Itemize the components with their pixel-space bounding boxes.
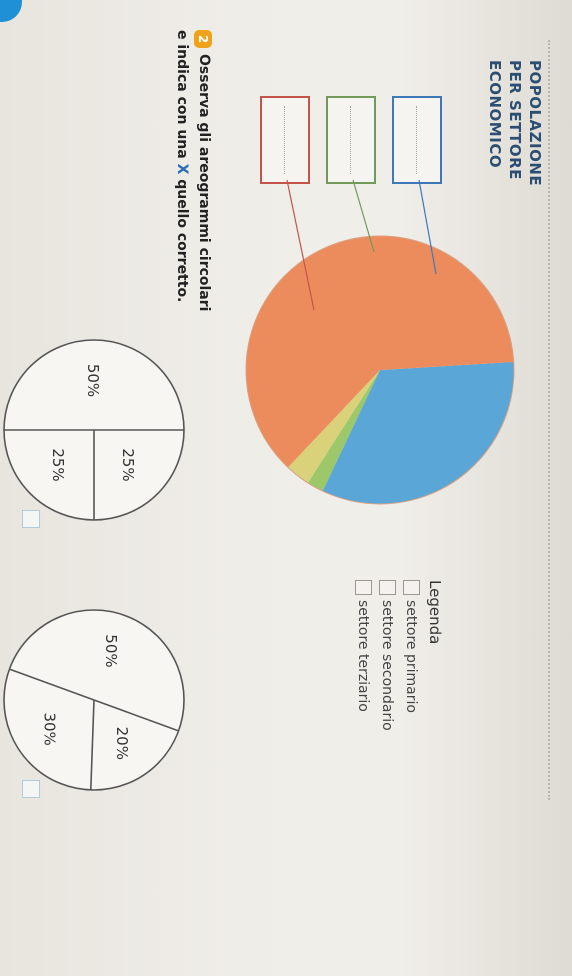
leader-line-primary — [418, 179, 437, 275]
pie-slice-3 — [246, 236, 514, 468]
option-divider-1 — [89, 699, 95, 790]
choice-checkbox-2[interactable] — [22, 780, 40, 798]
leader-line-tertiary — [286, 179, 315, 311]
option-divider-0 — [93, 699, 179, 732]
pie-slice-1 — [307, 370, 380, 492]
option-slice-label-1: 25% — [49, 448, 67, 481]
pie-slice-2 — [287, 370, 380, 483]
pie-slice-0 — [322, 361, 514, 504]
option-divider-2 — [9, 668, 95, 701]
option-slice-label-2: 50% — [102, 634, 120, 667]
leader-line-secondary — [352, 179, 375, 253]
option-slice-label-0: 20% — [113, 727, 131, 760]
choice-checkbox-1[interactable] — [22, 510, 40, 528]
option-slice-label-0: 25% — [119, 448, 137, 481]
option-slice-label-1: 30% — [41, 712, 59, 745]
option-slice-label-2: 50% — [84, 364, 102, 397]
pie-outline — [245, 235, 515, 505]
page-divider — [548, 40, 550, 800]
